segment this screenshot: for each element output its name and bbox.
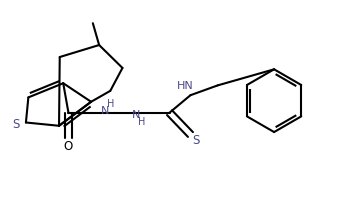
Text: HN: HN xyxy=(177,81,194,91)
Text: H: H xyxy=(107,99,114,109)
Text: S: S xyxy=(193,134,200,147)
Text: S: S xyxy=(12,118,20,131)
Text: N: N xyxy=(132,110,140,120)
Text: N: N xyxy=(101,106,109,116)
Text: H: H xyxy=(138,116,146,127)
Text: O: O xyxy=(64,140,73,153)
